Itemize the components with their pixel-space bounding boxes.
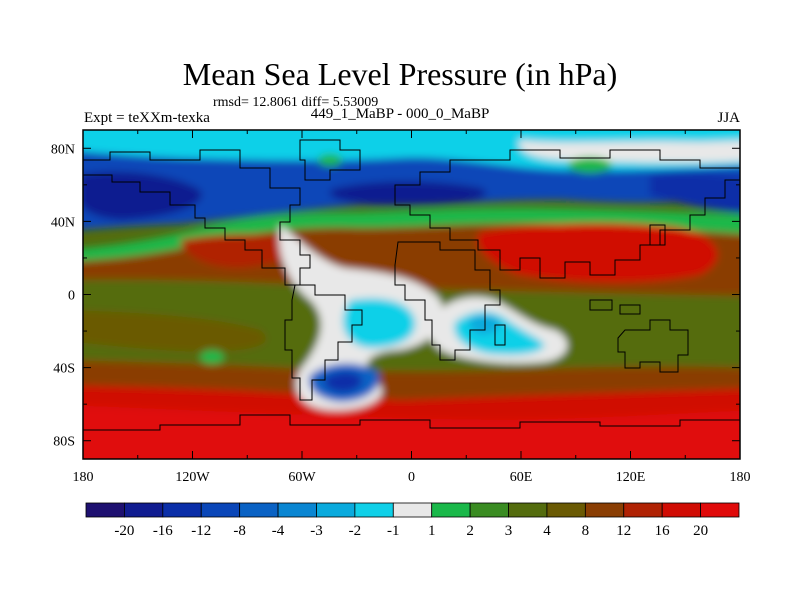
- colorbar-swatch: [239, 502, 279, 518]
- coast-antarctica: [83, 414, 740, 431]
- south-atlantic-weak: [342, 298, 416, 348]
- x-tick-label: 60W: [288, 470, 316, 485]
- coast-eurasia: [394, 149, 740, 279]
- colorbar-label: 16: [655, 523, 671, 539]
- colorbar-swatch: [316, 502, 356, 518]
- x-tick-label: 120W: [175, 470, 210, 485]
- coast-africa: [394, 241, 501, 361]
- coast-japan: [649, 224, 666, 246]
- axis-ticks: 180 120W 60W 0 60E 120E 180 80N 40N 0 40S 80S: [51, 130, 751, 485]
- colorbar-swatch: [277, 502, 317, 518]
- colorbar-swatch: [85, 502, 125, 518]
- colorbar-label: -3: [310, 523, 323, 539]
- colorbar-swatch: [162, 502, 202, 518]
- y-tick-label: 40S: [53, 362, 75, 377]
- coast-australia: [617, 319, 689, 373]
- north-pacific-low: [83, 171, 202, 220]
- south-pacific-spot: [200, 350, 224, 364]
- south-midlat-belt: [83, 360, 740, 400]
- y-tick-label: 40N: [51, 215, 75, 230]
- y-tick-label: 80S: [53, 435, 75, 450]
- x-tick-label: 180: [730, 470, 751, 485]
- colorbar-label: -16: [153, 523, 173, 539]
- coast-greenland: [299, 139, 361, 181]
- colorbar-swatch: [546, 502, 586, 518]
- colorbar-swatch: [700, 502, 740, 518]
- pressure-field: [83, 130, 740, 459]
- colorbar: -20 -16 -12 -8 -4 -3 -2 -1 1 2 3 4 8 12 16 20: [85, 502, 740, 539]
- comparison-label: 449_1_MaBP - 000_0_MaBP: [310, 106, 490, 122]
- colorbar-label: 2: [466, 523, 474, 539]
- colorbar-swatch: [200, 502, 241, 518]
- y-tick-label: 80N: [51, 142, 75, 157]
- asia-high: [477, 223, 718, 283]
- south-atlantic-core: [324, 372, 363, 393]
- experiment-label: Expt = teXXm-texka: [84, 110, 210, 126]
- colorbar-label: -12: [191, 523, 211, 539]
- colorbar-swatch: [392, 502, 433, 518]
- x-tick-label: 60E: [510, 470, 533, 485]
- colorbar-label: -8: [233, 523, 246, 539]
- colorbar-label: -20: [114, 523, 134, 539]
- colorbar-swatch: [508, 502, 548, 518]
- colorbar-swatch: [354, 502, 394, 518]
- colorbar-swatch: [584, 502, 625, 518]
- colorbar-label: 8: [582, 523, 590, 539]
- x-tick-label: 180: [73, 470, 94, 485]
- north-green-spot: [568, 157, 612, 173]
- stats-label: rmsd= 12.8061 diff= 5.53009: [213, 95, 379, 110]
- x-tick-label: 120E: [616, 470, 646, 485]
- coast-indonesia: [589, 299, 641, 315]
- colorbar-label: 12: [616, 523, 631, 539]
- coastlines: [83, 139, 740, 431]
- y-tick-label: 0: [68, 289, 75, 304]
- colorbar-label: 20: [693, 523, 708, 539]
- east-siberia-low: [650, 172, 740, 214]
- coast-north-america: [83, 149, 311, 286]
- colorbar-swatch: [623, 502, 663, 518]
- north-america-high: [180, 234, 300, 268]
- colorbar-swatch: [431, 502, 471, 518]
- colorbar-swatch: [469, 502, 509, 518]
- colorbar-swatch: [661, 502, 701, 518]
- coast-madagascar: [494, 324, 506, 346]
- season-label: JJA: [717, 110, 740, 126]
- colorbar-label: -2: [349, 523, 362, 539]
- colorbar-label: 1: [428, 523, 436, 539]
- equatorial-pale: [83, 310, 267, 352]
- colorbar-swatch: [124, 502, 164, 518]
- x-tick-label: 0: [408, 470, 415, 485]
- arctic-green-spot: [318, 154, 342, 166]
- coast-south-america: [284, 284, 363, 401]
- colorbar-label: -4: [272, 523, 285, 539]
- antarctic-core: [83, 405, 740, 459]
- north-atlantic-low: [330, 181, 487, 206]
- colorbar-label: 4: [543, 523, 551, 539]
- chart-title: Mean Sea Level Pressure (in hPa): [182, 56, 618, 92]
- colorbar-label: 3: [505, 523, 513, 539]
- colorbar-label: -1: [387, 523, 400, 539]
- arctic-neutral: [519, 140, 740, 163]
